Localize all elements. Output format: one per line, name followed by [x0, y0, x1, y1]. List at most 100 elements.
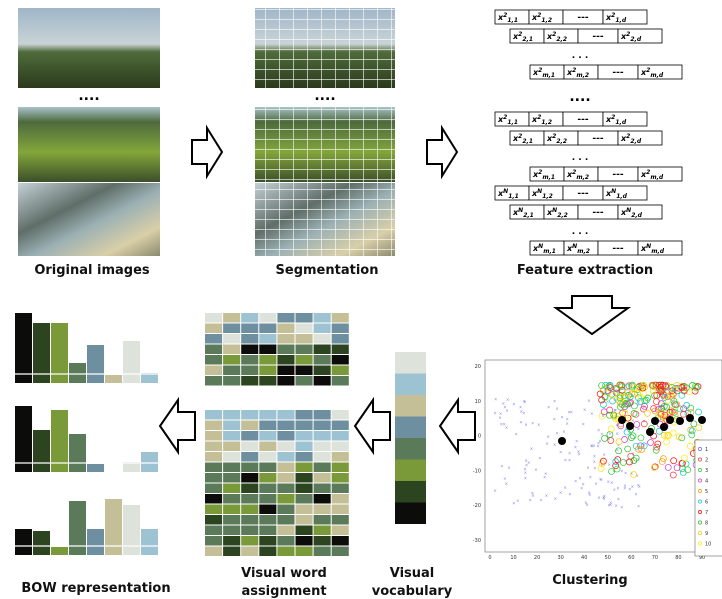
legend-label: 7 — [705, 510, 708, 516]
assigned-cell — [259, 324, 276, 334]
x-tick-label: 50 — [605, 555, 611, 561]
visual-vocabulary — [395, 352, 426, 524]
word-color — [395, 503, 426, 525]
assigned-cell — [223, 442, 240, 452]
subscript: 1,1 — [508, 193, 519, 200]
assigned-cell — [223, 421, 240, 431]
scatter-x: × — [545, 493, 548, 498]
scatter-x: × — [577, 449, 580, 454]
assigned-cell — [277, 505, 294, 515]
scatter-x: × — [553, 417, 556, 422]
assigned-cell — [223, 431, 240, 441]
hist-bar — [105, 375, 122, 383]
assigned-cell — [314, 345, 331, 355]
scatter-x: × — [555, 431, 558, 436]
hist-bar — [69, 434, 86, 472]
assigned-cell — [241, 452, 258, 462]
scatter-x: × — [498, 415, 501, 420]
assigned-cell — [205, 324, 222, 334]
assigned-cell — [314, 366, 331, 376]
assigned-cell — [241, 536, 258, 546]
legend-label: 2 — [705, 458, 708, 464]
assigned-cell — [296, 421, 313, 431]
y-tick-label: 10 — [475, 399, 481, 405]
scatter-x: × — [598, 439, 601, 444]
scatter-x: × — [589, 474, 592, 479]
x-tick-label: 10 — [510, 555, 516, 561]
scatter-x: × — [575, 439, 578, 444]
legend-label: 3 — [705, 468, 708, 474]
scatter-x: × — [590, 411, 593, 416]
assigned-cell — [223, 505, 240, 515]
assigned-cell — [241, 421, 258, 431]
assigned-cell — [296, 355, 313, 365]
assigned-cell — [277, 526, 294, 536]
assigned-cell — [314, 526, 331, 536]
original-images: .... — [18, 8, 160, 256]
scatter-x: × — [607, 503, 610, 508]
bow-histograms — [15, 313, 160, 555]
assigned-cell — [205, 410, 222, 420]
centroid — [666, 416, 674, 424]
assigned-cell — [223, 334, 240, 344]
scatter-x: × — [593, 459, 596, 464]
assigned-cell — [296, 536, 313, 546]
legend-label: 10 — [705, 542, 711, 548]
assigned-cell — [332, 376, 349, 386]
legend-label: 5 — [705, 489, 708, 495]
hist-bar — [33, 430, 50, 472]
assigned-cell — [259, 452, 276, 462]
assigned-cell — [241, 345, 258, 355]
assigned-cell — [296, 505, 313, 515]
assigned-cell — [223, 324, 240, 334]
row-dots: . . . — [572, 153, 589, 163]
subscript: 2,1 — [523, 212, 534, 219]
scatter-x: × — [519, 419, 522, 424]
cell-text: --- — [612, 170, 623, 180]
assigned-cell — [314, 334, 331, 344]
assigned-cell — [205, 494, 222, 504]
cluster-plot: 20100-10-20-300102030405060708090×××××××… — [473, 360, 722, 561]
scatter-x: × — [602, 496, 605, 501]
assigned-cell — [314, 505, 331, 515]
arrow — [440, 400, 475, 452]
y-tick-label: -30 — [473, 538, 481, 544]
assigned-cell — [223, 355, 240, 365]
label: Clustering — [552, 573, 627, 588]
assigned-cell — [332, 324, 349, 334]
subscript: 1,1 — [507, 17, 518, 24]
scatter-x: × — [583, 407, 586, 412]
assigned-cell — [205, 334, 222, 344]
assigned-cell — [314, 536, 331, 546]
scatter-x: × — [628, 486, 631, 491]
subscript: 2,1 — [522, 36, 533, 43]
word-color — [395, 438, 426, 460]
assigned-cell — [332, 452, 349, 462]
assigned-cell — [277, 421, 294, 431]
assigned-cell — [314, 431, 331, 441]
cell-text: --- — [592, 32, 603, 42]
hist-bar — [33, 531, 50, 555]
assigned-cell — [314, 355, 331, 365]
scatter-x: × — [494, 410, 497, 415]
photo — [18, 107, 160, 182]
scatter-x: × — [607, 479, 610, 484]
assigned-cell — [332, 505, 349, 515]
assigned-cell — [332, 313, 349, 323]
scatter-x: × — [562, 429, 565, 434]
subscript: 2,d — [630, 36, 641, 43]
scatter-x: × — [614, 503, 617, 508]
scatter-x: × — [568, 491, 571, 496]
scatter-x: × — [582, 421, 585, 426]
assigned-cell — [241, 334, 258, 344]
scatter-x: × — [578, 475, 581, 480]
assigned-cell — [205, 442, 222, 452]
feature-matrix: x21,1x21,2---x21,dx22,1x22,2---x22,d. . … — [495, 10, 682, 255]
assigned-cell — [296, 463, 313, 473]
segmented-images: .... — [255, 8, 395, 256]
scatter-x: × — [617, 497, 620, 502]
scatter-x: × — [574, 445, 577, 450]
scatter-x: × — [580, 485, 583, 490]
assigned-cell — [205, 463, 222, 473]
assigned-cell — [259, 505, 276, 515]
